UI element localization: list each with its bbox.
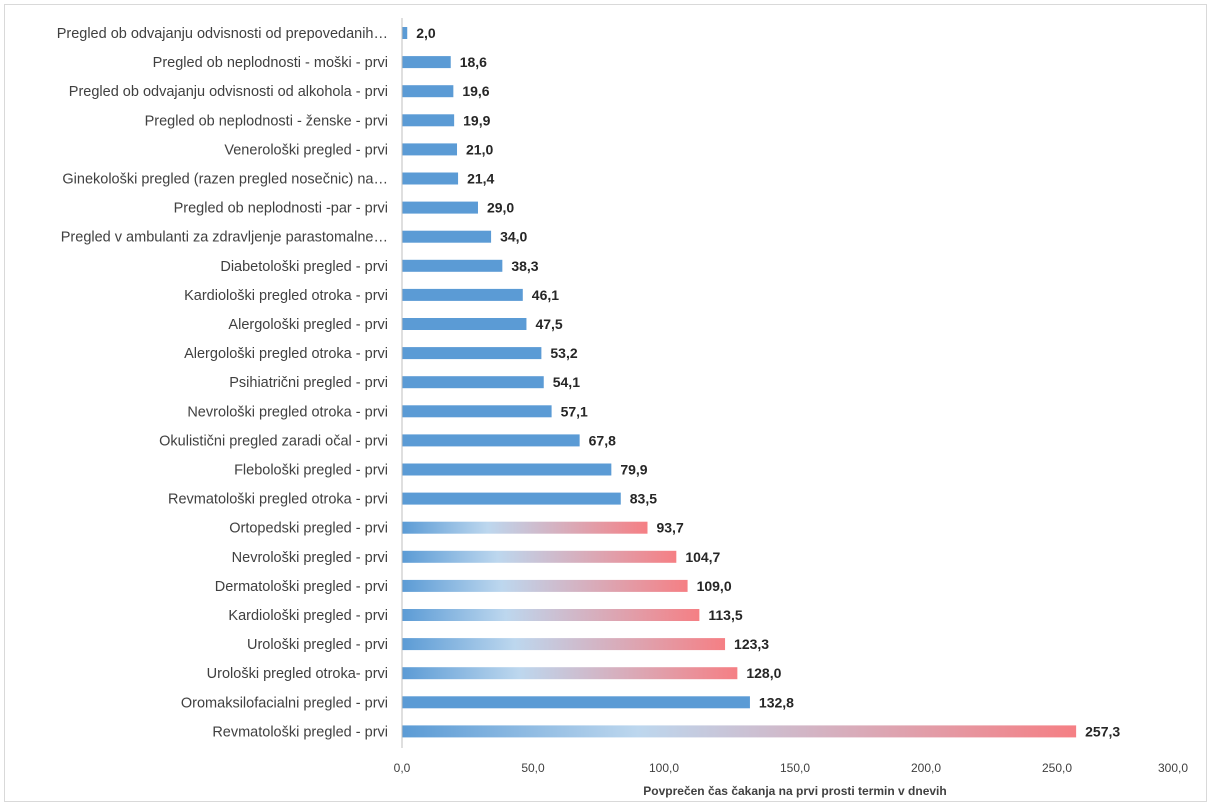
value-label-24: 132,8 xyxy=(759,694,794,710)
value-label-2: 18,6 xyxy=(460,54,487,70)
category-label-3: Pregled ob odvajanju odvisnosti od alkoh… xyxy=(69,84,388,100)
category-label-14: Nevrološki pregled otroka - prvi xyxy=(187,404,388,420)
bar-23 xyxy=(402,667,738,680)
bar-12 xyxy=(402,347,542,360)
bar-25 xyxy=(402,725,1077,738)
value-label-10: 46,1 xyxy=(532,287,559,303)
bar-2 xyxy=(402,56,451,69)
value-label-21: 113,5 xyxy=(708,607,742,623)
x-tick-label-3: 100,0 xyxy=(649,761,679,775)
x-tick-label-7: 300,0 xyxy=(1158,761,1188,775)
value-label-4: 19,9 xyxy=(463,112,490,128)
value-label-1: 2,0 xyxy=(416,25,436,41)
bar-3 xyxy=(402,85,454,98)
category-label-15: Okulistični pregled zaradi očal - prvi xyxy=(159,433,388,449)
value-label-3: 19,6 xyxy=(462,83,489,99)
value-label-8: 34,0 xyxy=(500,229,527,245)
category-label-20: Dermatološki pregled - prvi xyxy=(215,579,388,595)
category-label-23: Urološki pregled otroka- prvi xyxy=(207,666,388,682)
bar-11 xyxy=(402,318,527,330)
value-label-16: 79,9 xyxy=(620,462,647,478)
category-label-7: Pregled ob neplodnosti -par - prvi xyxy=(174,201,388,217)
bar-20 xyxy=(402,579,688,592)
category-label-12: Alergološki pregled otroka - prvi xyxy=(184,346,388,362)
value-label-13: 54,1 xyxy=(553,374,580,390)
x-tick-label-1: 0,0 xyxy=(394,761,411,775)
bar-15 xyxy=(402,434,580,447)
category-label-8: Pregled v ambulanti za zdravljenje paras… xyxy=(61,230,388,246)
category-label-16: Flebološki pregled - prvi xyxy=(234,463,388,479)
category-labels: Pregled ob odvajanju odvisnosti od prepo… xyxy=(57,26,388,740)
bar-21 xyxy=(402,609,700,621)
value-label-18: 93,7 xyxy=(656,520,683,536)
value-labels: 2,0 18,6 19,6 19,9 21,0 21,4 29,0 34,0 38,3 46,1 4… xyxy=(416,25,1120,739)
category-label-24: Oromaksilofacialni pregled - prvi xyxy=(181,695,388,711)
bar-17 xyxy=(402,492,621,505)
bar-1 xyxy=(402,27,408,39)
bar-14 xyxy=(402,405,552,418)
bar-8 xyxy=(402,230,492,243)
value-label-14: 57,1 xyxy=(561,403,588,419)
x-tick-label-2: 50,0 xyxy=(521,761,545,775)
bar-22 xyxy=(402,638,726,651)
category-label-11: Alergološki pregled - prvi xyxy=(228,317,388,333)
value-label-15: 67,8 xyxy=(589,432,616,448)
category-label-2: Pregled ob neplodnosti - moški - prvi xyxy=(153,55,388,71)
category-label-21: Kardiološki pregled - prvi xyxy=(228,608,388,624)
bar-5 xyxy=(402,143,458,156)
value-label-5: 21,0 xyxy=(466,141,493,157)
category-label-17: Revmatološki pregled otroka - prvi xyxy=(168,492,388,508)
bar-4 xyxy=(402,114,455,127)
category-label-6: Ginekološki pregled (razen pregled noseč… xyxy=(62,172,388,188)
value-label-7: 29,0 xyxy=(487,200,514,216)
value-label-12: 53,2 xyxy=(550,345,577,361)
bar-9 xyxy=(402,259,503,272)
value-label-11: 47,5 xyxy=(535,316,562,332)
category-label-9: Diabetološki pregled - prvi xyxy=(220,259,388,275)
bar-24 xyxy=(402,696,750,709)
bar-10 xyxy=(402,288,523,301)
bar-18 xyxy=(402,521,648,534)
category-label-22: Urološki pregled - prvi xyxy=(247,637,388,653)
bar-16 xyxy=(402,463,612,476)
category-label-1: Pregled ob odvajanju odvisnosti od prepo… xyxy=(57,26,388,42)
value-label-23: 128,0 xyxy=(746,665,781,681)
bar-13 xyxy=(402,376,544,389)
category-label-18: Ortopedski pregled - prvi xyxy=(229,521,388,537)
value-label-9: 38,3 xyxy=(511,258,538,274)
category-label-13: Psihiatrični pregled - prvi xyxy=(229,375,388,391)
value-label-6: 21,4 xyxy=(467,171,494,187)
category-label-5: Venerološki pregled - prvi xyxy=(224,142,388,158)
value-label-19: 104,7 xyxy=(685,549,720,565)
x-tick-label-4: 150,0 xyxy=(780,761,810,775)
category-label-4: Pregled ob neplodnosti - ženske - prvi xyxy=(145,113,388,129)
x-axis-title: Povprečen čas čakanja na prvi prosti ter… xyxy=(643,784,946,798)
value-label-22: 123,3 xyxy=(734,636,769,652)
value-label-20: 109,0 xyxy=(697,578,732,594)
category-label-19: Nevrološki pregled - prvi xyxy=(232,550,388,566)
bar-7 xyxy=(402,201,478,214)
value-label-25: 257,3 xyxy=(1085,723,1120,739)
x-tick-label-5: 200,0 xyxy=(911,761,941,775)
value-label-17: 83,5 xyxy=(630,491,657,507)
category-label-25: Revmatološki pregled - prvi xyxy=(212,724,388,740)
x-axis-ticks: 0,0 50,0 100,0 150,0 200,0 250,0 300,0 xyxy=(394,761,1189,775)
bars-layer xyxy=(402,27,1077,738)
bar-19 xyxy=(402,550,677,563)
x-tick-label-6: 250,0 xyxy=(1042,761,1072,775)
bar-6 xyxy=(402,172,459,185)
category-label-10: Kardiološki pregled otroka - prvi xyxy=(184,288,388,304)
